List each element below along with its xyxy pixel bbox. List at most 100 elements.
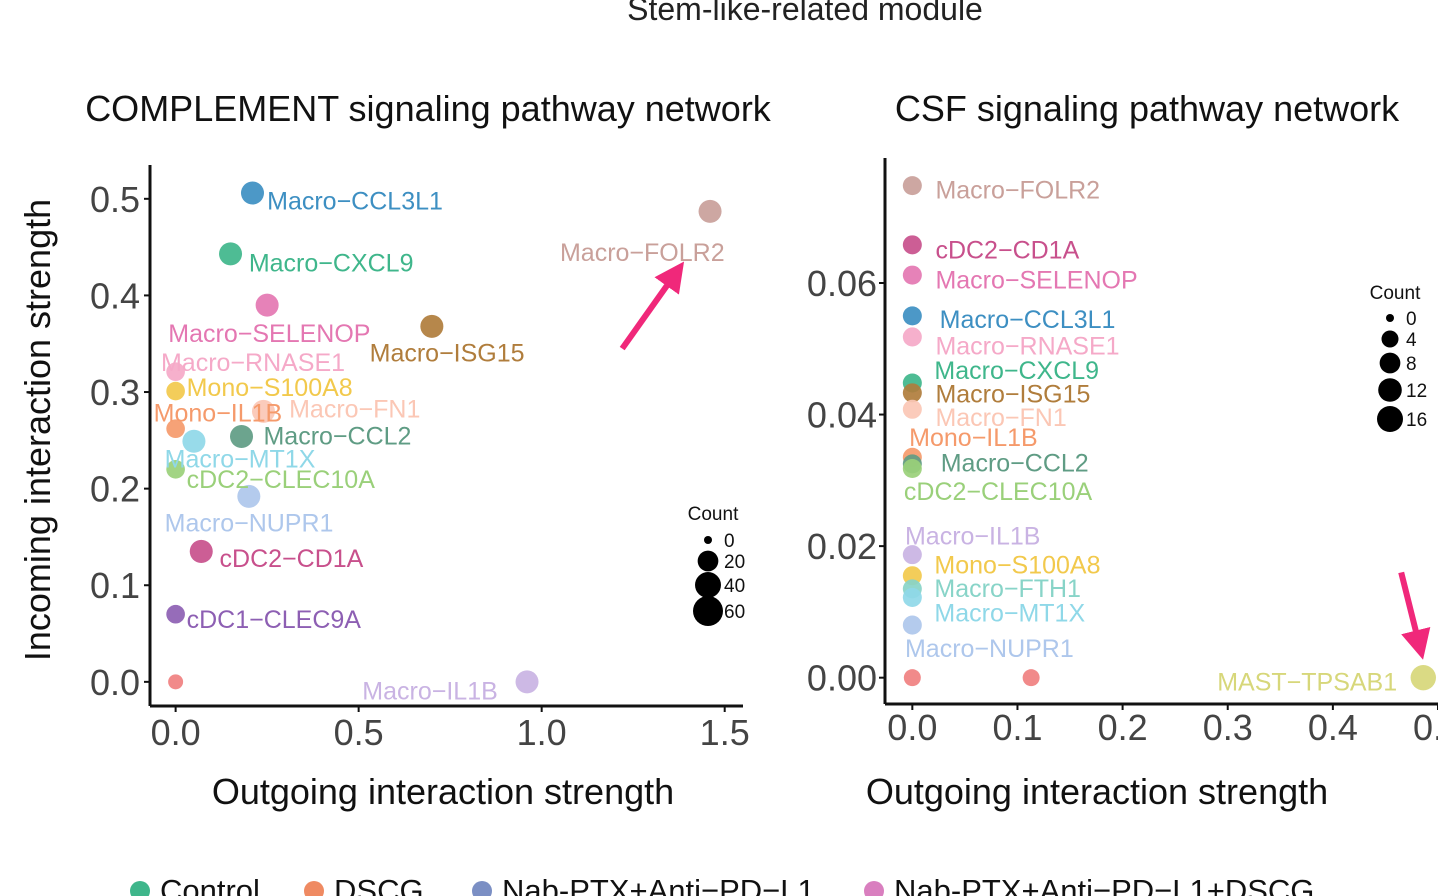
point-mono-il1b bbox=[166, 419, 185, 439]
point-label-macro-cxcl9: Macro−CXCL9 bbox=[934, 357, 1099, 385]
group-legend-dot bbox=[304, 881, 324, 896]
point-cdc2-cd1a bbox=[189, 539, 213, 563]
complement-chart: COMPLEMENT signaling pathway network Inc… bbox=[17, 88, 772, 812]
group-legend: Control DSCG Nab-PTX+Anti−PD−L1 Nab-PTX+Ant… bbox=[130, 873, 1314, 896]
y-tick-label: 0.04 bbox=[807, 395, 877, 436]
point-label-macro-rnase1: Macro−RNASE1 bbox=[161, 349, 345, 377]
x-tick-label: 0.0 bbox=[151, 712, 201, 753]
group-legend-dot bbox=[864, 881, 884, 896]
point-label-mono-il1b: Mono−IL1B bbox=[909, 424, 1038, 452]
chart-title: CSF signaling pathway network bbox=[895, 88, 1400, 129]
point-label-macro-fth1: Macro−FTH1 bbox=[934, 575, 1081, 603]
size-legend-label: 12 bbox=[1406, 381, 1427, 402]
x-tick-label: 0.1 bbox=[992, 707, 1042, 748]
point-macro-ccl2 bbox=[229, 424, 254, 448]
point-label-cdc2-cd1a: cDC2−CD1A bbox=[935, 236, 1079, 264]
point-macro-selenop bbox=[255, 293, 279, 317]
size-legend-label: 4 bbox=[1406, 330, 1417, 351]
point-unlabeled bbox=[1022, 669, 1040, 687]
y-tick-label: 0.4 bbox=[90, 275, 140, 316]
size-legend-label: 16 bbox=[1406, 410, 1427, 431]
size-legend-label: 20 bbox=[724, 552, 745, 573]
point-label-macro-nupr1: Macro−NUPR1 bbox=[165, 509, 334, 537]
x-tick-label: 0.5 bbox=[334, 712, 384, 753]
point-label-macro-mt1x: Macro−MT1X bbox=[165, 446, 316, 474]
x-tick-label: 1.5 bbox=[700, 712, 750, 753]
size-legend-dot bbox=[1377, 406, 1403, 432]
y-tick-label: 0.3 bbox=[90, 372, 140, 413]
point-macro-ccl3l1 bbox=[902, 306, 922, 326]
point-macro-mt1x bbox=[182, 429, 206, 453]
point-label-macro-cxcl9: Macro−CXCL9 bbox=[249, 250, 414, 278]
point-macro-nupr1 bbox=[902, 615, 922, 635]
highlight-arrow bbox=[1398, 571, 1431, 660]
y-axis-label: Incoming interaction strength bbox=[17, 199, 58, 661]
point-cdc2-clec10a bbox=[902, 458, 922, 479]
x-tick-label: 0.5 bbox=[1413, 707, 1438, 748]
y-tick-label: 0.02 bbox=[807, 526, 877, 567]
point-cdc1-clec9a bbox=[166, 604, 185, 624]
x-axis-label: Outgoing interaction strength bbox=[212, 771, 674, 812]
group-legend-dot bbox=[130, 881, 150, 896]
y-tick-label: 0.5 bbox=[90, 179, 140, 220]
point-label-macro-folr2: Macro−FOLR2 bbox=[560, 239, 725, 267]
point-label-cdc2-cd1a: cDC2−CD1A bbox=[220, 545, 364, 573]
x-tick-label: 0.3 bbox=[1203, 707, 1253, 748]
size-legend-label: 0 bbox=[724, 531, 735, 552]
point-label-cdc1-clec9a: cDC1−CLEC9A bbox=[187, 606, 362, 634]
point-label-macro-ccl2: Macro−CCL2 bbox=[263, 423, 411, 451]
group-legend-label-nab-ptx-anti-pd-l1-dscg: Nab-PTX+Anti−PD−L1+DSCG bbox=[894, 873, 1314, 896]
point-label-macro-ccl3l1: Macro−CCL3L1 bbox=[940, 306, 1116, 334]
point-label-macro-il1b: Macro−IL1B bbox=[362, 678, 498, 706]
point-macro-fn1 bbox=[902, 399, 922, 419]
point-label-mono-s100a8: Mono−S100A8 bbox=[934, 552, 1100, 580]
point-label-macro-rnase1: Macro−RNASE1 bbox=[935, 332, 1119, 360]
point-macro-mt1x bbox=[902, 587, 922, 607]
y-tick-label: 0.0 bbox=[90, 662, 140, 703]
point-mono-s100a8 bbox=[902, 566, 922, 586]
size-legend-label: 60 bbox=[724, 602, 745, 623]
x-tick-label: 0.4 bbox=[1308, 707, 1358, 748]
size-legend-dot bbox=[704, 536, 712, 544]
size-legend-dot bbox=[1379, 352, 1401, 374]
point-label-macro-ccl2: Macro−CCL2 bbox=[941, 450, 1089, 478]
y-tick-label: 0.06 bbox=[807, 263, 877, 304]
size-legend-title: Count bbox=[688, 504, 739, 525]
point-macro-il1b bbox=[515, 670, 539, 694]
x-axis-label: Outgoing interaction strength bbox=[866, 771, 1328, 812]
highlight-arrow bbox=[619, 261, 685, 351]
size-legend-dot bbox=[695, 572, 721, 598]
csf-chart: CSF signaling pathway network Outgoing i… bbox=[807, 88, 1438, 812]
size-legend-label: 0 bbox=[1406, 309, 1417, 330]
size-legend-dot bbox=[693, 596, 723, 626]
point-label-macro-isg15: Macro−ISG15 bbox=[935, 381, 1090, 409]
point-mast-tpsab1 bbox=[1410, 664, 1436, 691]
point-macro-nupr1 bbox=[237, 484, 261, 508]
point-cdc2-cd1a bbox=[902, 235, 922, 255]
point-label-macro-nupr1: Macro−NUPR1 bbox=[905, 635, 1074, 663]
point-label-macro-selenop: Macro−SELENOP bbox=[168, 320, 370, 348]
size-legend-label: 40 bbox=[724, 576, 745, 597]
point-label-cdc2-clec10a: cDC2−CLEC10A bbox=[904, 478, 1093, 506]
group-legend-label-nab-ptx-anti-pd-l1: Nab-PTX+Anti−PD−L1 bbox=[502, 873, 815, 896]
point-label-macro-isg15: Macro−ISG15 bbox=[370, 339, 525, 367]
chart-title: COMPLEMENT signaling pathway network bbox=[85, 88, 772, 129]
x-tick-label: 0.2 bbox=[1098, 707, 1148, 748]
size-legend-dot bbox=[1381, 330, 1399, 348]
point-macro-rnase1 bbox=[902, 327, 922, 347]
size-legend-dot bbox=[697, 550, 719, 572]
point-label-macro-fn1: Macro−FN1 bbox=[935, 404, 1066, 432]
y-tick-label: 0.1 bbox=[90, 565, 140, 606]
point-macro-isg15 bbox=[420, 314, 444, 338]
point-unlabeled bbox=[168, 674, 184, 690]
size-legend-dot bbox=[1386, 314, 1394, 322]
point-macro-folr2 bbox=[698, 199, 722, 223]
point-macro-rnase1 bbox=[166, 362, 185, 382]
size-legend-dot bbox=[1378, 378, 1402, 402]
figure-title: Stem-like-related module bbox=[627, 0, 983, 27]
point-label-mast-tpsab1: MAST−TPSAB1 bbox=[1217, 669, 1397, 697]
point-label-cdc2-clec10a: cDC2−CLEC10A bbox=[187, 466, 376, 494]
x-tick-label: 1.0 bbox=[517, 712, 567, 753]
size-legend-label: 8 bbox=[1406, 354, 1417, 375]
